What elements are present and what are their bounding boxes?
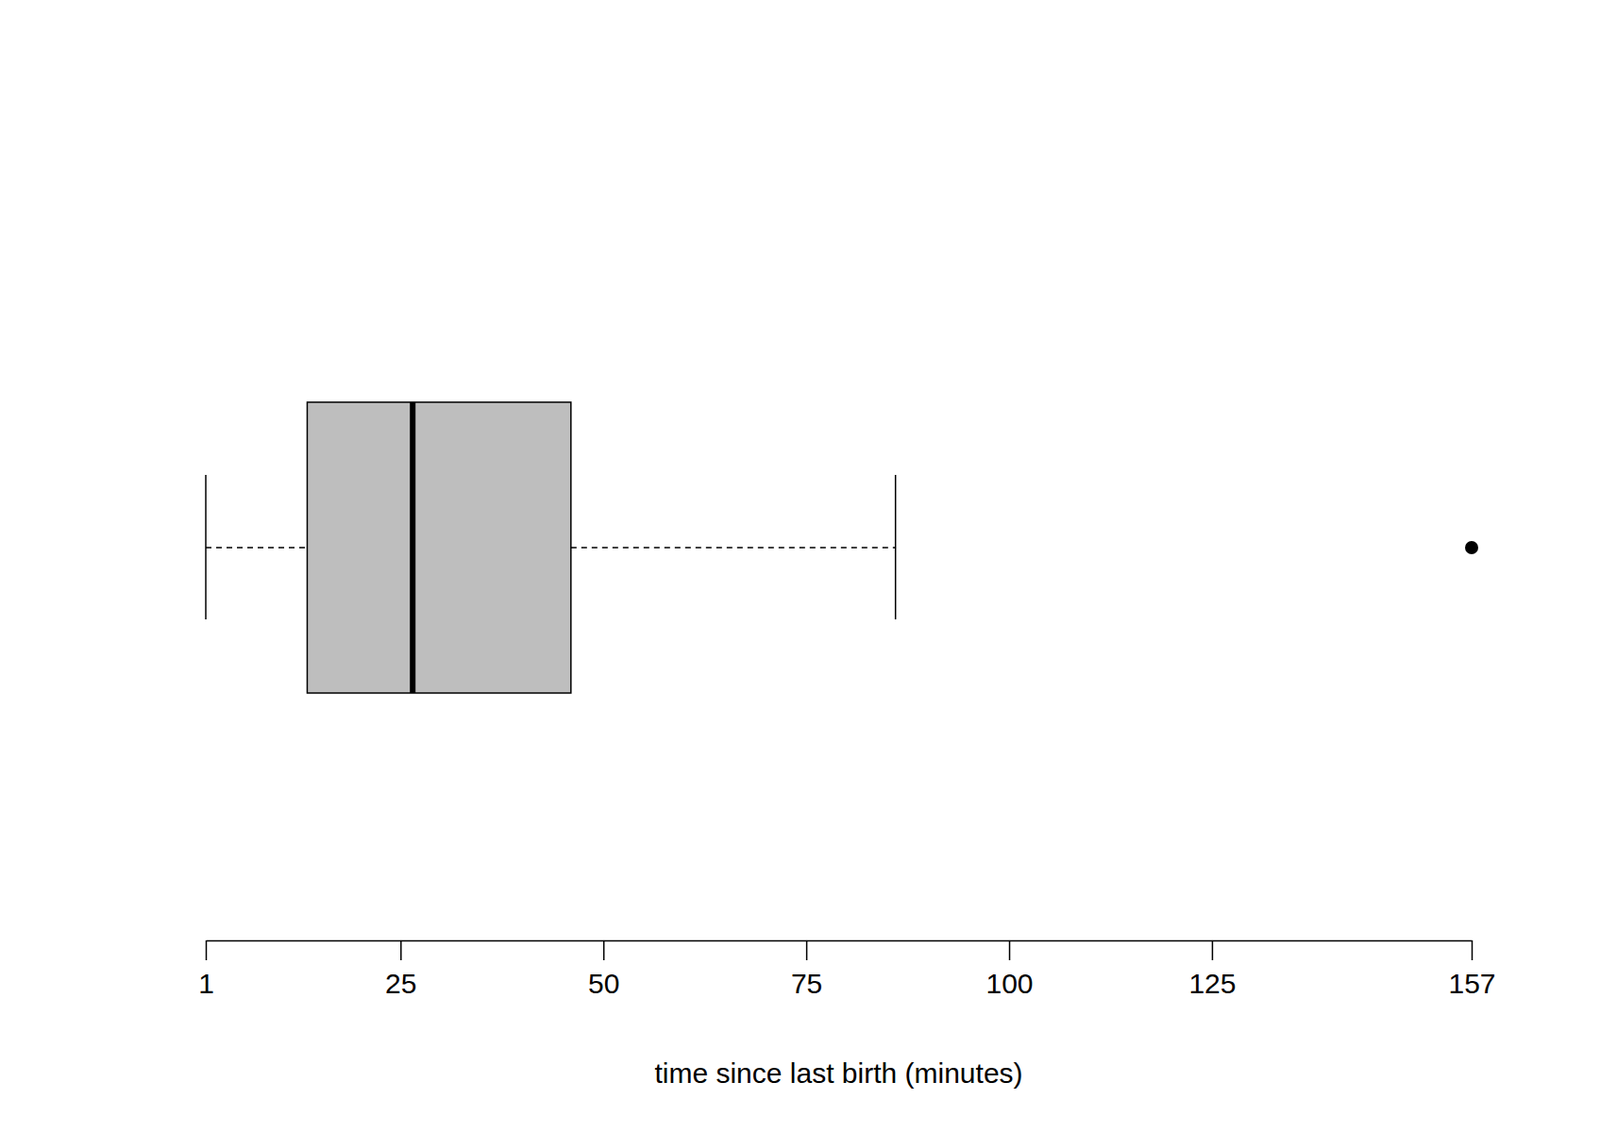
whisker-low <box>205 546 307 549</box>
x-axis-line <box>206 940 1473 943</box>
x-tick-mark <box>1009 940 1011 960</box>
x-tick-mark <box>205 940 208 960</box>
x-tick-mark <box>400 940 403 960</box>
x-tick-mark <box>1212 940 1214 960</box>
x-tick-label: 1 <box>198 967 215 999</box>
x-tick-label: 100 <box>985 967 1033 999</box>
x-tick-label: 125 <box>1188 967 1236 999</box>
x-tick-mark <box>806 940 809 960</box>
x-tick: 25 <box>385 940 417 999</box>
x-tick: 1 <box>198 940 215 999</box>
whisker-cap-low <box>204 474 207 620</box>
median <box>409 402 416 693</box>
whisker-cap-high <box>894 474 897 620</box>
x-tick: 50 <box>588 940 620 999</box>
x-tick: 125 <box>1188 940 1236 999</box>
whisker-high <box>571 546 896 549</box>
plot-area <box>205 402 1479 693</box>
x-tick-mark <box>603 940 606 960</box>
box <box>306 402 571 693</box>
x-tick-label: 75 <box>791 967 823 999</box>
x-tick-mark <box>1471 940 1474 960</box>
x-tick: 100 <box>985 940 1033 999</box>
x-tick: 157 <box>1448 940 1496 999</box>
outlier <box>1465 540 1479 555</box>
x-tick: 75 <box>791 940 823 999</box>
x-axis: 1255075100125157 <box>198 940 1496 999</box>
x-tick-label: 25 <box>385 967 417 999</box>
chart: 1255075100125157time since last birth (m… <box>0 0 1600 1133</box>
x-tick-label: 50 <box>588 967 620 999</box>
x-tick-label: 157 <box>1448 967 1496 999</box>
x-axis-title: time since last birth (minutes) <box>654 1057 1023 1089</box>
